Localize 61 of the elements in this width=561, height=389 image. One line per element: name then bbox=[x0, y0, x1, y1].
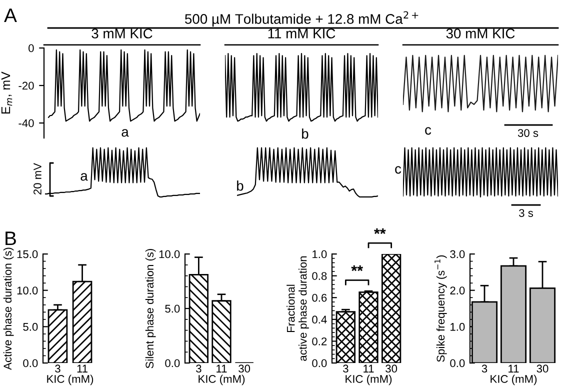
x-tick-label: 3 bbox=[196, 364, 202, 373]
bar bbox=[381, 254, 402, 363]
line-series bbox=[48, 49, 200, 122]
y-tick-label: 15.0 bbox=[17, 250, 38, 258]
y-axis-title: Spike frequency (s$^{−1}$) bbox=[434, 255, 447, 362]
x-tick-label: 30 bbox=[536, 364, 548, 373]
chart-title: 30 mM KIC bbox=[446, 28, 515, 38]
x-tick-label: 11 bbox=[364, 364, 374, 372]
y-tick-label: 0.6 bbox=[312, 294, 327, 302]
text: B bbox=[6, 232, 16, 246]
y-tick-label: 0.0 bbox=[23, 359, 38, 368]
x-axis-title: KIC (mM) bbox=[47, 374, 94, 386]
text: 30 s bbox=[518, 129, 538, 137]
y-tick-label: 5.0 bbox=[165, 304, 180, 313]
x-tick-label: 3 bbox=[343, 364, 348, 373]
y-tick-label: 0.0 bbox=[312, 359, 327, 368]
y-axis-title: Silent phase duration (s) bbox=[145, 248, 156, 368]
annotation: a bbox=[122, 129, 129, 137]
y-tick-label: -20 bbox=[18, 82, 34, 90]
chart-title: 11 mM KIC bbox=[268, 28, 336, 38]
text: b bbox=[302, 128, 308, 139]
y-tick-label: 0.2 bbox=[312, 337, 327, 346]
annotation: a bbox=[80, 173, 88, 181]
y-axis-title: Fractional active phase duration bbox=[286, 256, 309, 361]
x-tick-label: 11 bbox=[77, 364, 88, 372]
x-axis-title: KIC (mM) bbox=[346, 374, 392, 386]
x-tick-label: 3 bbox=[482, 364, 488, 373]
x-tick-label: 11 bbox=[216, 364, 227, 372]
y-axis-title: Active phase duration (s) bbox=[3, 248, 14, 370]
annotation: ** bbox=[351, 265, 364, 272]
x-tick-label: 30 bbox=[386, 364, 398, 373]
x-tick-label: 3 bbox=[55, 364, 60, 373]
y-tick-label: 0.4 bbox=[312, 316, 327, 324]
y-axis-title: E$_{m}$, mV bbox=[1, 72, 12, 114]
y-tick-label: 10.0 bbox=[159, 250, 180, 258]
x-tick-label: 11 bbox=[508, 364, 519, 372]
y-tick-label: 5.0 bbox=[23, 322, 38, 331]
y-tick-label: 0.8 bbox=[312, 272, 327, 280]
annotation: b bbox=[237, 180, 244, 191]
x-tick-label: 30 bbox=[238, 364, 250, 373]
text: 500 µM Tolbutamide + 12.8 mM Ca$^{2+}$ bbox=[185, 11, 418, 27]
y-tick-label: 10.0 bbox=[17, 286, 38, 294]
y-tick-label: 0 bbox=[28, 44, 34, 52]
text: A bbox=[4, 8, 17, 22]
x-axis-title: KIC (mM) bbox=[198, 374, 245, 386]
y-tick-label: -40 bbox=[18, 119, 34, 128]
y-tick-label: 3.0 bbox=[450, 250, 465, 258]
text: ** bbox=[374, 228, 386, 234]
text: c bbox=[395, 166, 402, 174]
x-axis-title: KIC (mM) bbox=[490, 374, 537, 386]
y-tick-label: 2.0 bbox=[450, 286, 465, 294]
y-tick-label: 1.0 bbox=[312, 250, 327, 258]
bar bbox=[336, 311, 356, 363]
chart-title: 3 mM KIC bbox=[92, 28, 152, 38]
bar bbox=[358, 291, 378, 363]
y-tick-label: 1.0 bbox=[450, 322, 465, 331]
y-axis-title: 20 mV bbox=[34, 162, 42, 194]
text: c bbox=[425, 127, 432, 135]
text: 3 s bbox=[519, 209, 534, 217]
y-tick-label: 0.0 bbox=[450, 359, 465, 368]
y-tick-label: 0.0 bbox=[165, 359, 180, 368]
